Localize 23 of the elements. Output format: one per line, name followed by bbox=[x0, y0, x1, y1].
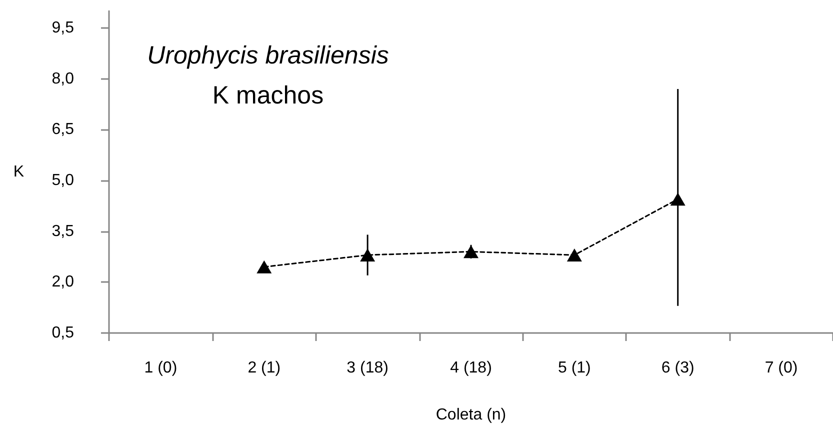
y-tick-label: 3,5 bbox=[52, 222, 74, 240]
x-tick-label: 7 (0) bbox=[764, 360, 798, 376]
text: Urophycis brasiliensis bbox=[147, 42, 389, 70]
x-tick-label: 1 (0) bbox=[144, 360, 178, 376]
y-tick-label: 9,5 bbox=[52, 19, 74, 36]
x-axis-title: Coleta (n) bbox=[436, 406, 506, 424]
text: K machos bbox=[212, 82, 324, 110]
x-tick-label: 2 (1) bbox=[248, 360, 281, 376]
y-tick-label: 6,5 bbox=[52, 121, 74, 138]
y-axis-title: K bbox=[13, 164, 24, 180]
point bbox=[670, 192, 686, 206]
x-tick-label: 6 (3) bbox=[661, 360, 694, 376]
point bbox=[566, 248, 582, 262]
point bbox=[360, 248, 376, 262]
x-tick-label: 3 (18) bbox=[346, 360, 388, 376]
point bbox=[464, 245, 478, 258]
y-tick-label: 5,0 bbox=[52, 172, 74, 189]
y-tick-label: 0,5 bbox=[52, 324, 74, 342]
x-tick-label: 4 (18) bbox=[450, 360, 492, 376]
point bbox=[256, 260, 272, 274]
x-tick-label: 5 (1) bbox=[558, 360, 591, 376]
y-tick-label: 2,0 bbox=[52, 274, 74, 291]
y-tick-label: 8,0 bbox=[52, 70, 74, 88]
